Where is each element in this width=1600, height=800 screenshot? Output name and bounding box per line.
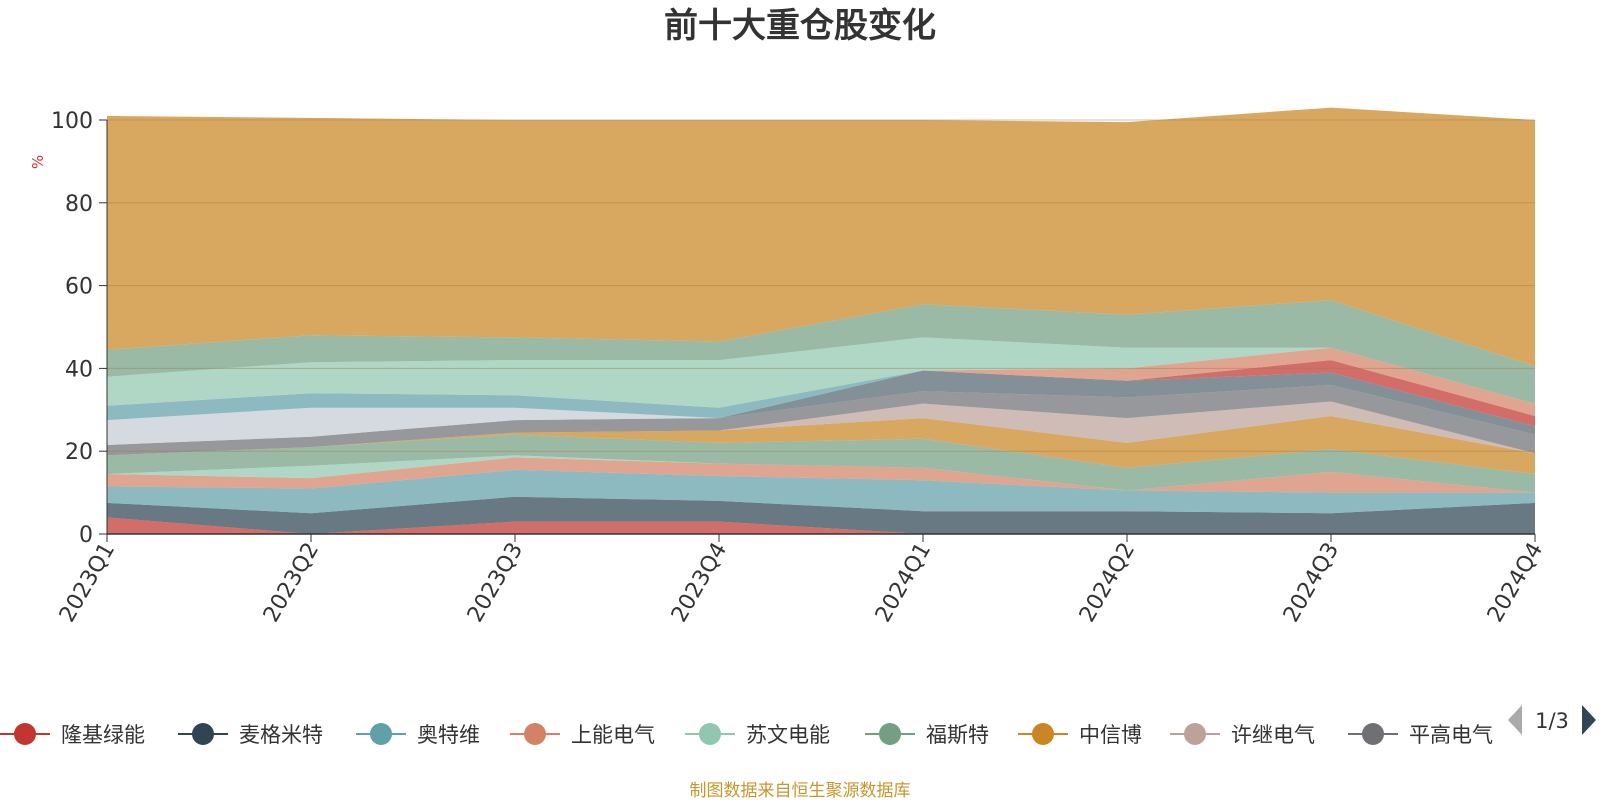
area-series-10 bbox=[107, 370, 1535, 445]
legend-marker-icon bbox=[524, 723, 546, 745]
area-series-14 bbox=[107, 347, 1535, 421]
legend-item[interactable]: 隆基绿能 bbox=[0, 723, 145, 747]
area-series-7 bbox=[107, 416, 1535, 474]
x-tick-label: 2023Q3 bbox=[463, 539, 528, 627]
legend-marker-icon bbox=[370, 723, 392, 745]
area-series-4 bbox=[107, 457, 1535, 493]
legend-item-label: 中信博 bbox=[1079, 723, 1142, 747]
legend-marker-icon bbox=[14, 723, 36, 745]
area-series-16 bbox=[107, 300, 1535, 404]
x-tick-label: 2023Q4 bbox=[667, 539, 732, 627]
area-series-17 bbox=[107, 107, 1535, 367]
legend-item-label: 麦格米特 bbox=[239, 723, 323, 747]
x-tick-label: 2023Q1 bbox=[55, 539, 120, 627]
area-series-8 bbox=[107, 401, 1535, 456]
legend-item[interactable]: 平高电气 bbox=[1348, 723, 1493, 747]
legend-marker-icon bbox=[1184, 723, 1206, 745]
legend-item-label: 苏文电能 bbox=[746, 723, 830, 747]
legend-item-label: 平高电气 bbox=[1409, 723, 1493, 747]
plot-area bbox=[107, 107, 1535, 534]
legend[interactable]: 隆基绿能 麦格米特 奥特维 上能电气 苏文电能 福斯特 中信博 许继电气 平高电气 bbox=[0, 723, 1493, 747]
y-axis-unit: % bbox=[29, 155, 47, 169]
legend-item[interactable]: 上能电气 bbox=[510, 723, 655, 747]
area-series-11 bbox=[107, 370, 1535, 445]
area-series-15 bbox=[107, 337, 1535, 408]
x-tick-label: 2024Q4 bbox=[1483, 539, 1548, 627]
x-tick-label: 2024Q1 bbox=[871, 539, 936, 627]
y-tick-label: 40 bbox=[65, 357, 93, 382]
legend-item-label: 隆基绿能 bbox=[61, 723, 145, 747]
legend-item[interactable]: 中信博 bbox=[1018, 723, 1142, 747]
x-tick-label: 2023Q2 bbox=[259, 539, 324, 627]
legend-marker-icon bbox=[1032, 723, 1054, 745]
legend-prev-arrow-icon[interactable] bbox=[1508, 705, 1522, 735]
legend-item[interactable]: 福斯特 bbox=[865, 723, 989, 747]
legend-page-indicator: 1/3 bbox=[1535, 709, 1569, 733]
y-tick-label: 80 bbox=[65, 192, 93, 217]
legend-item-label: 许继电气 bbox=[1231, 723, 1315, 747]
legend-item[interactable]: 许继电气 bbox=[1170, 723, 1315, 747]
legend-pager: 1/3 bbox=[1508, 705, 1596, 735]
legend-next-arrow-icon[interactable] bbox=[1582, 705, 1596, 735]
area-series-13 bbox=[107, 347, 1535, 421]
y-tick-label: 60 bbox=[65, 275, 93, 300]
y-tick-label: 100 bbox=[51, 109, 93, 134]
y-tick-label: 0 bbox=[79, 523, 93, 548]
chart-title: 前十大重仓股变化 bbox=[664, 6, 936, 46]
legend-item-label: 上能电气 bbox=[571, 723, 655, 747]
legend-marker-icon bbox=[1362, 723, 1384, 745]
legend-marker-icon bbox=[699, 723, 721, 745]
legend-item[interactable]: 奥特维 bbox=[356, 723, 480, 747]
legend-marker-icon bbox=[879, 723, 901, 745]
x-tick-label: 2024Q3 bbox=[1279, 539, 1344, 627]
legend-item-label: 奥特维 bbox=[417, 723, 480, 747]
area-series-2 bbox=[107, 496, 1535, 534]
legend-marker-icon bbox=[192, 723, 214, 745]
legend-item-label: 福斯特 bbox=[926, 723, 989, 747]
area-series-3 bbox=[107, 469, 1535, 514]
x-tick-label: 2024Q2 bbox=[1075, 539, 1140, 627]
legend-item[interactable]: 麦格米特 bbox=[178, 723, 323, 747]
area-series-6 bbox=[107, 434, 1535, 493]
legend-item[interactable]: 苏文电能 bbox=[685, 723, 830, 747]
area-series-1 bbox=[107, 517, 1535, 534]
data-source-note: 制图数据来自恒生聚源数据库 bbox=[690, 781, 911, 800]
y-tick-label: 20 bbox=[65, 440, 93, 465]
area-series-12 bbox=[107, 360, 1535, 427]
area-series-9 bbox=[107, 385, 1535, 456]
